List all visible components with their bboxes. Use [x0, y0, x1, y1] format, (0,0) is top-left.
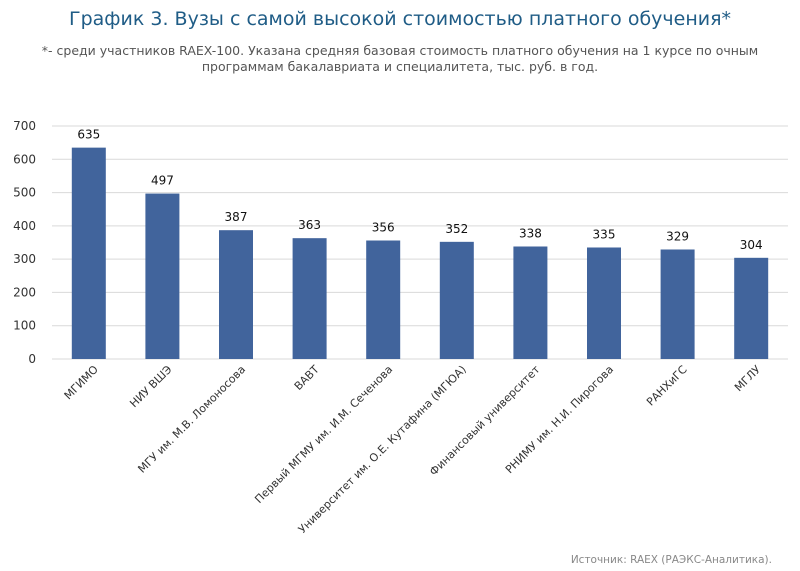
y-axis-ticks: 0 100 200 300 400 500 600 700: [13, 119, 36, 366]
y-tick-label: 600: [13, 152, 36, 166]
data-label: 635: [77, 128, 100, 142]
data-label: 387: [225, 210, 248, 224]
bar: [734, 257, 769, 359]
y-tick-label: 500: [13, 186, 36, 200]
x-tick-label: МГИМО: [62, 363, 102, 403]
bars: [71, 147, 769, 359]
chart-title: График 3. Вузы с самой высокой стоимость…: [68, 8, 732, 30]
data-label: 352: [445, 222, 468, 236]
data-label: 338: [519, 226, 542, 240]
bar: [366, 240, 401, 359]
bar: [587, 247, 621, 359]
bar: [71, 147, 106, 359]
x-tick-label: МГЛУ: [732, 363, 763, 394]
data-label: 304: [740, 238, 763, 252]
x-tick-label: НИУ ВШЭ: [127, 363, 174, 410]
bar: [660, 249, 695, 359]
y-tick-label: 0: [28, 352, 36, 366]
y-tick-label: 400: [13, 219, 36, 233]
data-label: 356: [372, 221, 395, 235]
x-tick-label: Первый МГМУ им. И.М. Сеченова: [252, 363, 395, 506]
data-label: 363: [298, 218, 321, 232]
data-label: 497: [151, 174, 174, 188]
bar: [292, 238, 327, 359]
source-note: Источник: RAEX (РАЭКС-Аналитика).: [570, 554, 772, 566]
data-labels: 635 497 387 363 356 352 338 335 329 304: [77, 128, 762, 252]
y-tick-label: 700: [13, 119, 36, 133]
x-tick-label: ВАВТ: [292, 363, 322, 393]
x-tick-label: РАНХиГС: [644, 363, 690, 409]
data-label: 335: [593, 227, 616, 241]
bar: [513, 246, 548, 359]
data-label: 329: [666, 229, 689, 243]
bar: [219, 230, 253, 359]
y-tick-label: 100: [13, 319, 36, 333]
x-tick-label: Университет им. О.Е. Кутафина (МГЮА): [296, 363, 469, 536]
bar: [145, 193, 180, 359]
chart-subtitle: *- среди участников RAEX-100. Указана ср…: [41, 43, 759, 74]
y-tick-label: 300: [13, 252, 36, 266]
bar: [439, 241, 474, 359]
y-tick-label: 200: [13, 285, 36, 299]
